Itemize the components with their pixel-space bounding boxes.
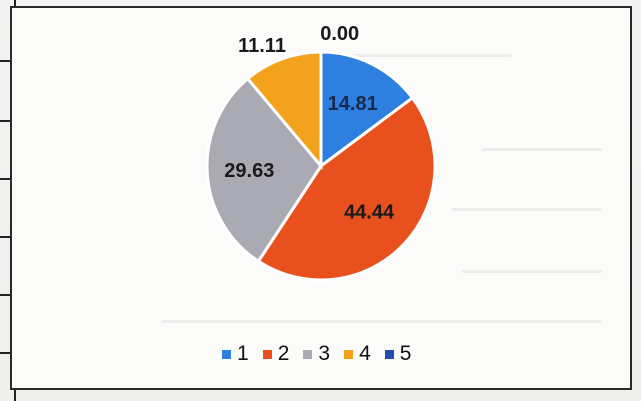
margin-tick	[0, 60, 12, 62]
margin-tick	[0, 120, 12, 122]
chart-legend: 1 2 3 4 5	[222, 342, 411, 366]
data-label-3: 29.63	[224, 160, 274, 182]
data-label-5: 0.00	[320, 23, 359, 45]
legend-label: 1	[237, 342, 249, 365]
legend-label: 2	[277, 342, 290, 365]
pie-slice-1	[319, 50, 415, 169]
bleed-through-text	[352, 54, 512, 57]
pie-slice-4	[245, 50, 323, 171]
margin-tick	[0, 352, 12, 354]
legend-item-2: 2	[262, 342, 290, 366]
margin-tick	[0, 178, 12, 180]
legend-item-5: 5	[384, 342, 412, 366]
legend-swatch	[344, 349, 354, 359]
margin-tick	[0, 236, 12, 238]
legend-swatch	[262, 349, 272, 359]
data-label-2: 44.44	[344, 201, 395, 223]
legend-label: 4	[359, 342, 371, 365]
legend-item-4: 4	[344, 342, 371, 366]
bleed-through-text	[162, 320, 602, 323]
legend-swatch	[384, 349, 394, 359]
legend-swatch	[222, 349, 231, 359]
margin-tick	[0, 294, 12, 296]
bleed-through-text	[452, 208, 602, 211]
legend-label: 5	[399, 342, 412, 365]
pie-slice-2	[256, 95, 437, 282]
legend-swatch	[303, 349, 313, 359]
legend-label: 3	[318, 342, 331, 365]
pie-slice-3	[205, 76, 323, 264]
data-label-4: 11.11	[238, 35, 286, 57]
bleed-through-text	[462, 270, 602, 273]
legend-item-1: 1	[222, 342, 249, 366]
data-label-1: 14.81	[328, 93, 378, 115]
bleed-through-text	[482, 148, 602, 151]
legend-item-3: 3	[303, 342, 330, 366]
